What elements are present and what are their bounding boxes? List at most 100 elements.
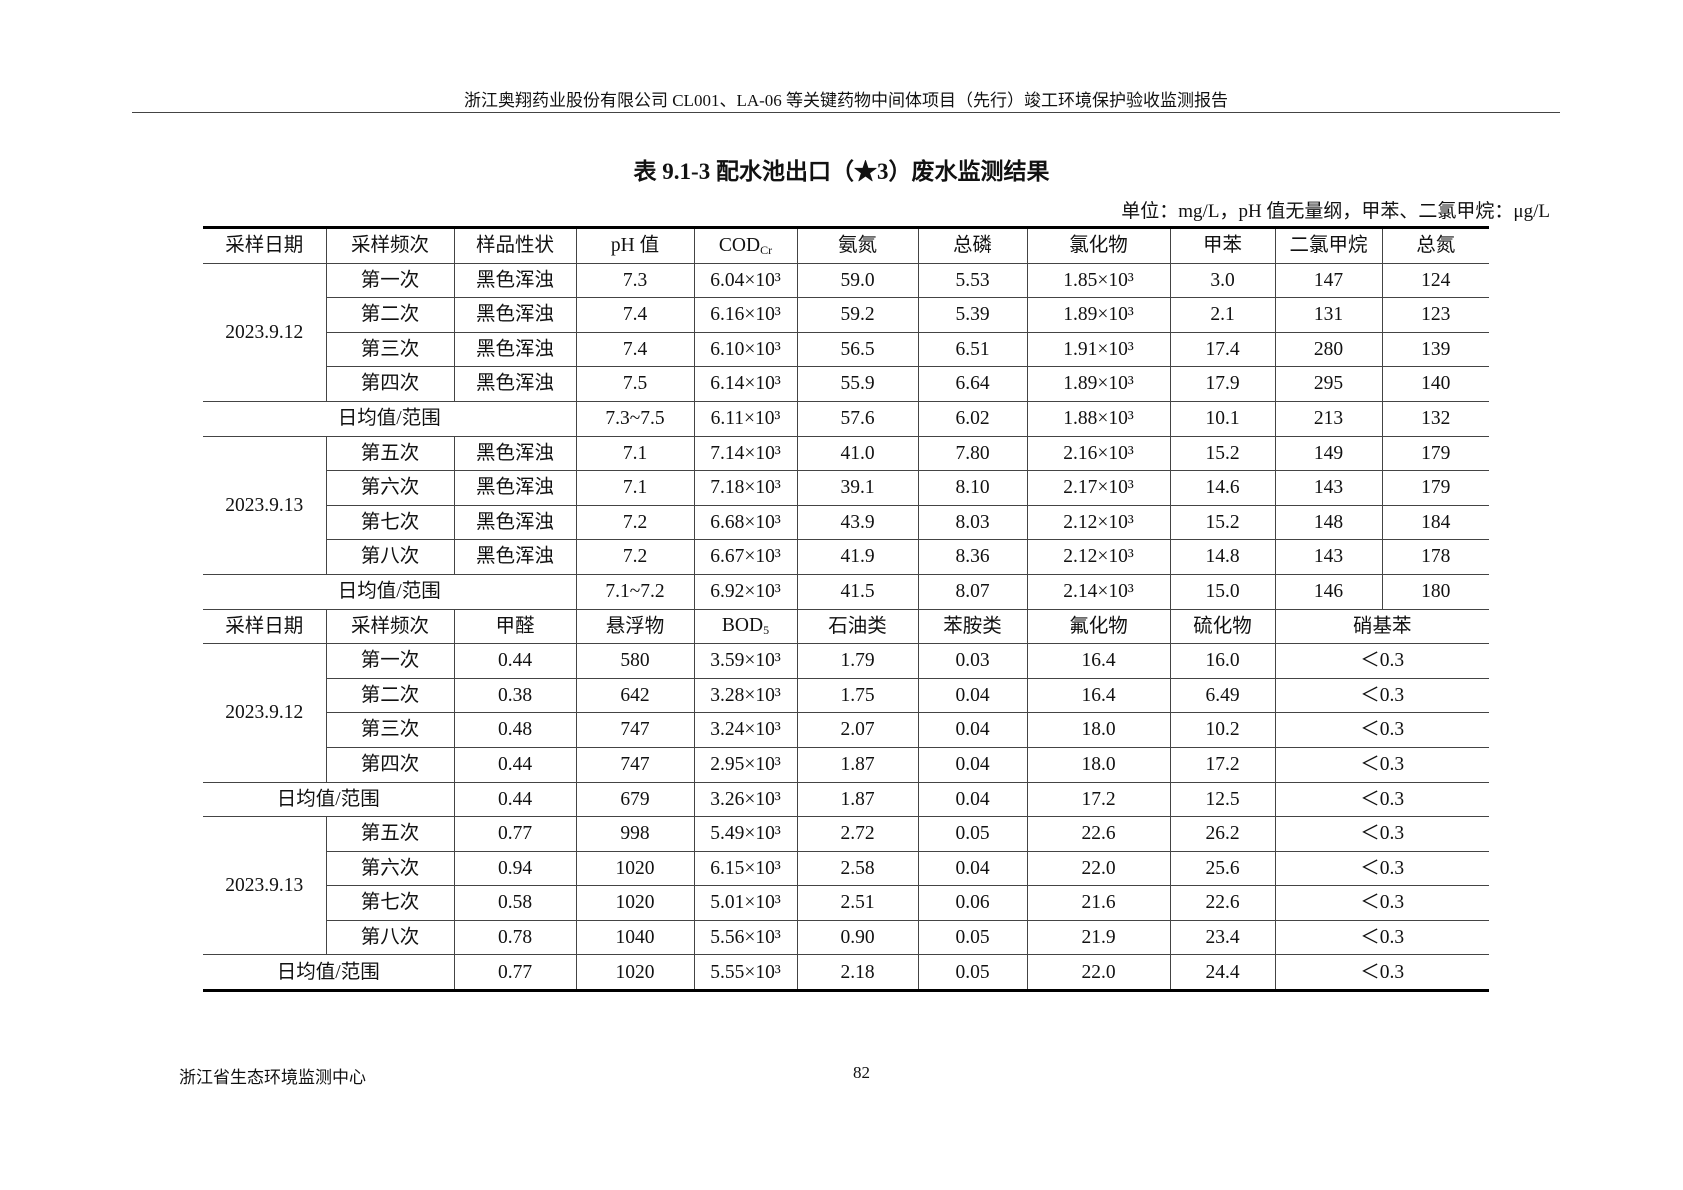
data-cell: 998: [575, 816, 695, 852]
average-cell: 57.6: [796, 400, 919, 437]
monitoring-results-table: 采样日期 采样频次 样品性状 pH 值 CODCr 氨氮 总磷 氯化物 甲苯 二氯甲烷 总氮 2023…: [203, 226, 1489, 993]
data-cell: 7.2: [575, 539, 695, 575]
column-header: 总磷: [917, 227, 1028, 264]
data-cell: 6.68×10³: [693, 504, 798, 541]
data-cell: 第四次: [326, 746, 455, 783]
header-label: 甲苯: [1202, 235, 1242, 257]
column-header: 采样日期: [203, 608, 327, 645]
average-cell: 6.11×10³: [693, 400, 798, 437]
average-cell: 0.04: [917, 781, 1028, 818]
data-cell: 2.16×10³: [1026, 435, 1171, 472]
data-cell: 8.03: [917, 504, 1028, 541]
header-subscript: Cr: [760, 242, 773, 257]
data-cell: 10.2: [1169, 712, 1276, 748]
table-row: 第四次 黑色浑浊 7.5 6.14×10³ 55.9 6.64 1.89×10³ 17.9 29…: [203, 366, 1489, 402]
data-cell: 17.4: [1169, 331, 1276, 368]
data-cell: 123: [1381, 297, 1489, 333]
data-cell: 8.10: [917, 470, 1028, 506]
data-cell: 第六次: [326, 470, 455, 506]
data-cell: 43.9: [796, 504, 919, 541]
data-cell: 黑色浑浊: [453, 297, 577, 333]
average-cell: 2.18: [796, 954, 919, 992]
data-cell: 15.2: [1169, 435, 1276, 472]
data-cell: 第五次: [325, 435, 455, 472]
data-cell: 5.01×10³: [693, 885, 798, 921]
column-header: 苯胺类: [917, 608, 1028, 645]
data-cell: 3.59×10³: [693, 643, 798, 679]
table-row: 第三次 0.48 747 3.24×10³ 2.07 0.04 18.0 10.2 ＜0.3: [203, 712, 1489, 748]
data-cell: 6.10×10³: [693, 331, 798, 368]
data-cell: 黑色浑浊: [453, 504, 577, 541]
data-cell: 3.0: [1169, 262, 1276, 299]
data-cell: 0.44: [453, 643, 577, 679]
header-label: 样品性状: [475, 235, 554, 257]
data-cell: 143: [1274, 539, 1383, 575]
data-cell: 黑色浑浊: [453, 539, 577, 575]
data-cell: 7.1: [575, 470, 695, 506]
column-header: 硫化物: [1169, 608, 1276, 645]
data-cell: 1.89×10³: [1026, 366, 1171, 402]
data-cell: 41.0: [796, 435, 919, 472]
header-label: 氯化物: [1069, 235, 1128, 257]
header-label: BOD: [721, 615, 764, 637]
data-cell: 1020: [575, 885, 695, 921]
data-cell: 0.04: [917, 746, 1028, 783]
data-cell: 148: [1274, 504, 1383, 541]
data-cell: 280: [1274, 331, 1383, 368]
column-header: 硝基苯: [1274, 608, 1489, 645]
data-cell: 5.53: [917, 262, 1028, 299]
average-cell: 41.5: [796, 573, 919, 610]
data-cell: 0.04: [917, 712, 1028, 748]
table-row: 第二次 黑色浑浊 7.4 6.16×10³ 59.2 5.39 1.89×10³ 2.1 131…: [203, 297, 1489, 333]
data-cell: 7.80: [917, 435, 1028, 472]
data-cell: 6.15×10³: [693, 850, 798, 887]
data-cell: 2.95×10³: [693, 746, 798, 783]
header-label: 二氯甲烷: [1289, 235, 1368, 257]
data-cell: 0.05: [917, 919, 1028, 956]
data-cell: 747: [575, 712, 695, 748]
data-cell: 14.8: [1169, 539, 1276, 575]
data-cell: 131: [1274, 297, 1383, 333]
column-header: 氨氮: [796, 227, 919, 264]
data-cell: 黑色浑浊: [453, 366, 577, 402]
footer-organization: 浙江省生态环境监测中心: [179, 1068, 366, 1087]
table-row: 2023.9.12 第一次 黑色浑浊 7.3 6.04×10³ 59.0 5.53 1.85×…: [203, 262, 1489, 402]
data-cell: 41.9: [796, 539, 919, 575]
data-cell: ＜0.3: [1274, 746, 1489, 783]
header-label: 硝基苯: [1352, 615, 1412, 637]
header-label: pH 值: [610, 235, 660, 257]
data-cell: 18.0: [1026, 746, 1171, 783]
data-cell: 147: [1274, 262, 1383, 299]
data-cell: 6.64: [917, 366, 1028, 402]
data-cell: ＜0.3: [1274, 677, 1489, 714]
data-cell: 0.04: [917, 850, 1028, 887]
data-cell: 第一次: [325, 262, 455, 299]
data-cell: 1.85×10³: [1026, 262, 1171, 299]
daily-average-label: 日均值/范围: [203, 781, 455, 818]
data-cell: 22.0: [1026, 850, 1171, 887]
data-cell: 16.4: [1026, 677, 1171, 714]
data-cell: 1.91×10³: [1026, 331, 1171, 368]
data-cell: 179: [1381, 435, 1489, 472]
data-cell: 7.18×10³: [693, 470, 798, 506]
header-label: 采样日期: [225, 615, 304, 637]
average-cell: ＜0.3: [1274, 781, 1489, 818]
data-cell: ＜0.3: [1274, 712, 1489, 748]
data-cell: 5.49×10³: [693, 816, 798, 852]
data-cell: 2.1: [1169, 297, 1276, 333]
data-cell: 55.9: [796, 366, 919, 402]
average-cell: 7.3~7.5: [575, 400, 695, 437]
column-header: 氟化物: [1026, 608, 1171, 645]
unit-note: 单位：mg/L，pH 值无量纲，甲苯、二氯甲烷：μg/L: [1121, 201, 1550, 222]
table-row: 2023.9.12 第一次 0.44 580 3.59×10³ 1.79 0.03 16.4 1…: [203, 643, 1489, 783]
average-cell: 6.92×10³: [693, 573, 798, 610]
header-divider: [132, 112, 1560, 113]
data-cell: 7.4: [575, 297, 695, 333]
data-cell: ＜0.3: [1274, 850, 1489, 887]
sampling-date-cell: 2023.9.13: [203, 816, 327, 956]
page-number: 82: [853, 1063, 870, 1082]
data-cell: 178: [1381, 539, 1489, 575]
data-cell: 22.6: [1026, 816, 1171, 852]
table-title: 表 9.1-3 配水池出口（★3）废水监测结果: [633, 159, 1050, 184]
data-cell: 7.5: [575, 366, 695, 402]
